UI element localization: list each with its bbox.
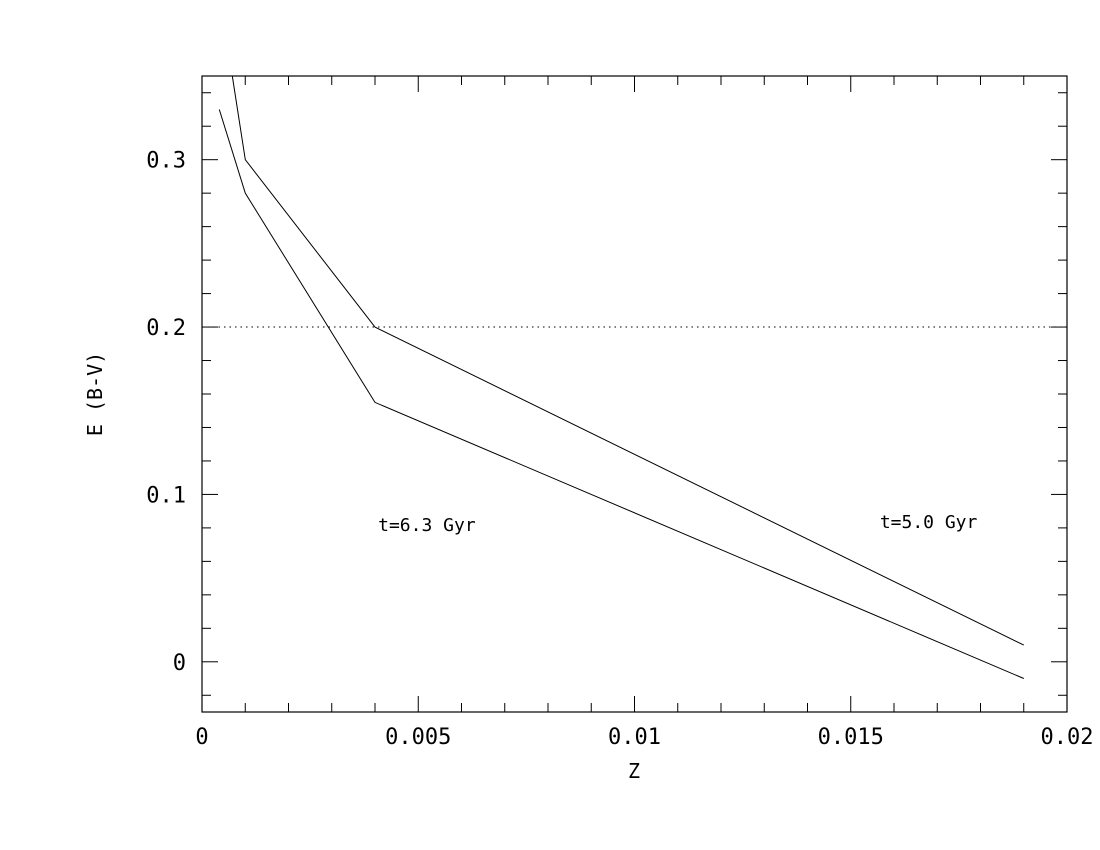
y-tick-label: 0.2 bbox=[146, 316, 186, 341]
y-axis-label: E (B-V) bbox=[83, 352, 107, 436]
y-tick-label: 0.3 bbox=[146, 149, 186, 174]
x-tick-label: 0 bbox=[195, 725, 208, 750]
tick-labels: 0 0.005 0.01 0.015 0.02 0 0.1 0.2 0.3 bbox=[146, 149, 1093, 750]
axis-ticks bbox=[201, 76, 1068, 712]
y-tick-label: 0 bbox=[173, 651, 186, 676]
plot-frame bbox=[201, 75, 1068, 713]
series-lines bbox=[218, 75, 1025, 679]
x-axis-label: Z bbox=[628, 759, 640, 783]
series-line-1 bbox=[231, 75, 1025, 646]
x-tick-label: 0.01 bbox=[608, 725, 661, 750]
series-annotation: t=5.0 Gyr bbox=[880, 512, 978, 533]
x-tick-label: 0.015 bbox=[818, 725, 884, 750]
series-annotation: t=6.3 Gyr bbox=[378, 515, 476, 536]
series-line-2 bbox=[218, 109, 1024, 679]
x-tick-label: 0.02 bbox=[1041, 725, 1094, 750]
annotations: t=6.3 Gyr t=5.0 Gyr bbox=[378, 512, 977, 536]
y-tick-label: 0.1 bbox=[146, 483, 186, 508]
x-tick-label: 0.005 bbox=[385, 725, 451, 750]
